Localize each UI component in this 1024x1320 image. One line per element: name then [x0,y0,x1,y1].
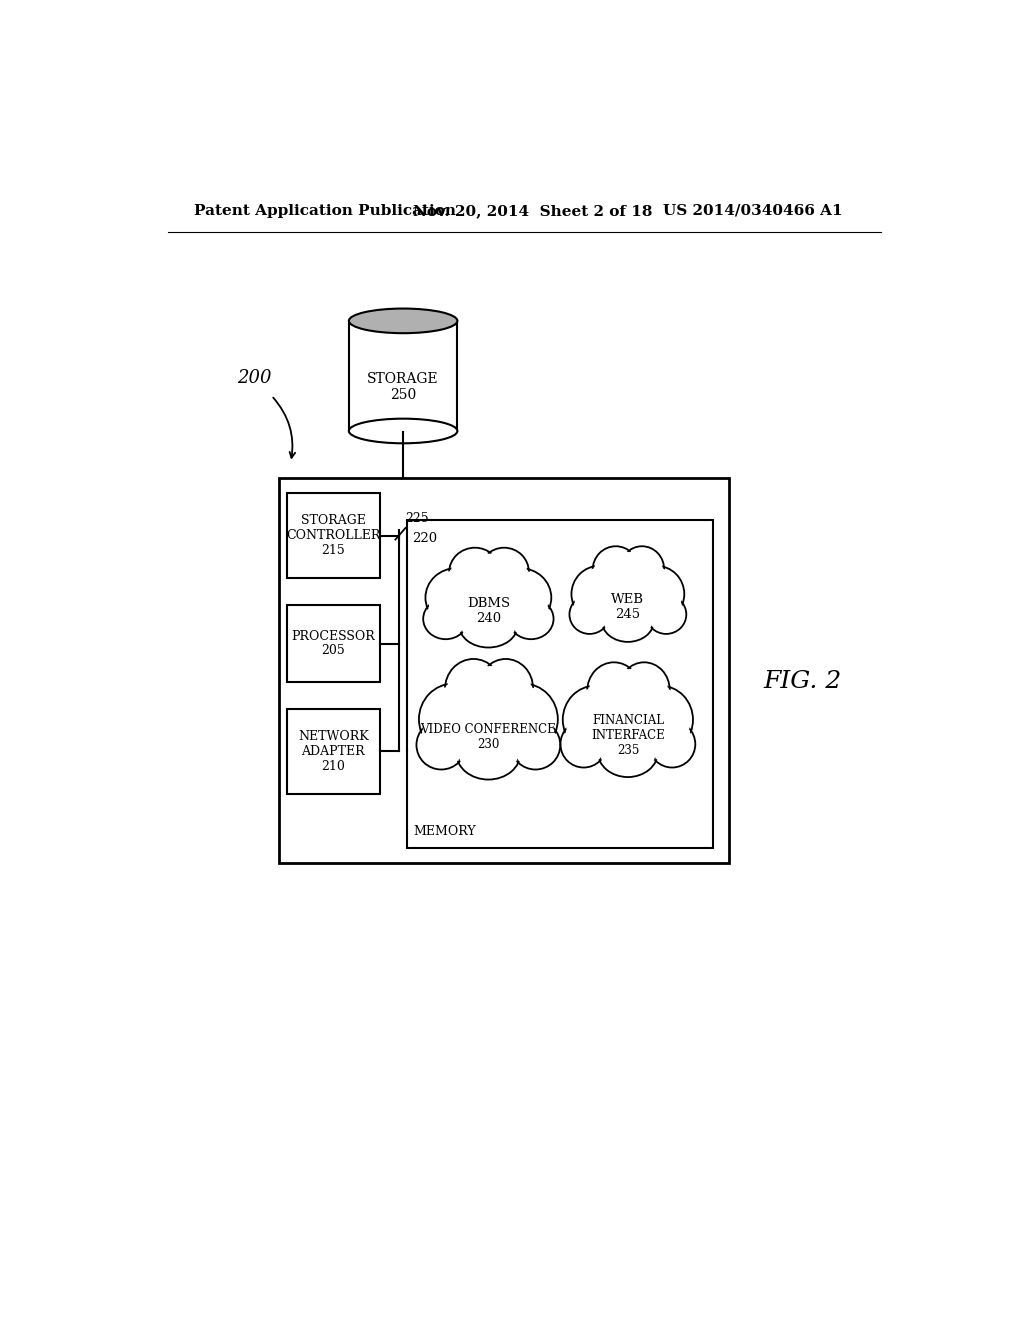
Ellipse shape [449,565,528,636]
Ellipse shape [450,548,501,598]
Text: STORAGE
250: STORAGE 250 [368,372,439,401]
Ellipse shape [589,664,639,718]
Ellipse shape [511,721,560,770]
Ellipse shape [593,562,664,631]
Text: Patent Application Publication: Patent Application Publication [194,203,456,218]
Ellipse shape [647,597,685,632]
Ellipse shape [428,570,486,624]
Ellipse shape [593,546,639,594]
Ellipse shape [565,688,626,751]
Ellipse shape [631,688,690,751]
Ellipse shape [478,659,534,717]
Ellipse shape [481,549,527,594]
Ellipse shape [444,680,531,766]
Ellipse shape [603,601,652,640]
Ellipse shape [479,548,528,595]
Ellipse shape [620,546,665,593]
Text: PROCESSOR
205: PROCESSOR 205 [292,630,375,657]
Bar [407,520,713,847]
Ellipse shape [650,722,693,766]
Ellipse shape [419,722,464,768]
Ellipse shape [456,726,520,780]
Bar [280,478,729,863]
Ellipse shape [569,595,609,634]
Text: 200: 200 [238,368,271,387]
Ellipse shape [510,601,552,638]
Ellipse shape [571,566,628,623]
Text: FIG. 2: FIG. 2 [764,671,842,693]
Ellipse shape [562,722,605,766]
Ellipse shape [490,570,549,624]
Text: 225: 225 [406,512,429,525]
Ellipse shape [423,598,468,639]
Ellipse shape [600,729,655,775]
Ellipse shape [509,598,554,639]
Ellipse shape [349,309,458,333]
Bar [287,709,380,793]
Text: VIDEO CONFERENCE
230: VIDEO CONFERENCE 230 [421,723,556,751]
Ellipse shape [571,597,608,632]
Ellipse shape [459,603,517,648]
Text: DBMS
240: DBMS 240 [467,597,510,626]
Ellipse shape [445,561,531,639]
Text: NETWORK
ADAPTER
210: NETWORK ADAPTER 210 [298,730,369,772]
Ellipse shape [447,661,500,717]
Ellipse shape [628,685,693,754]
Ellipse shape [422,686,485,752]
Ellipse shape [417,721,466,770]
Ellipse shape [488,684,558,755]
Bar [287,494,380,578]
Ellipse shape [573,568,626,620]
Text: Nov. 20, 2014  Sheet 2 of 18: Nov. 20, 2014 Sheet 2 of 18 [414,203,652,218]
Ellipse shape [563,685,628,754]
Ellipse shape [459,727,518,777]
Ellipse shape [598,726,658,777]
Ellipse shape [419,684,488,755]
Ellipse shape [646,595,686,634]
Ellipse shape [628,566,684,623]
Text: WEB
245: WEB 245 [611,593,644,620]
Ellipse shape [587,663,641,719]
Ellipse shape [584,678,672,767]
Ellipse shape [594,548,637,593]
Ellipse shape [649,721,695,767]
Ellipse shape [622,548,663,590]
Ellipse shape [630,568,682,620]
Ellipse shape [587,681,669,764]
Text: US 2014/0340466 A1: US 2014/0340466 A1 [663,203,843,218]
Ellipse shape [513,722,558,768]
Ellipse shape [621,664,668,715]
Bar [287,605,380,682]
Ellipse shape [349,418,458,444]
Ellipse shape [445,659,502,719]
Ellipse shape [451,549,499,595]
Ellipse shape [425,568,488,627]
Text: STORAGE
CONTROLLER
215: STORAGE CONTROLLER 215 [286,515,381,557]
Ellipse shape [425,601,467,638]
Ellipse shape [590,560,667,634]
Text: FINANCIAL
INTERFACE
235: FINANCIAL INTERFACE 235 [591,714,665,758]
Ellipse shape [560,721,607,767]
Bar [349,321,458,432]
Ellipse shape [480,661,531,715]
Ellipse shape [462,605,515,645]
Ellipse shape [488,568,551,627]
Ellipse shape [602,599,654,642]
Text: 220: 220 [412,532,437,545]
Ellipse shape [490,686,555,752]
Text: MEMORY: MEMORY [414,825,476,838]
Ellipse shape [618,663,670,718]
Ellipse shape [441,676,536,770]
